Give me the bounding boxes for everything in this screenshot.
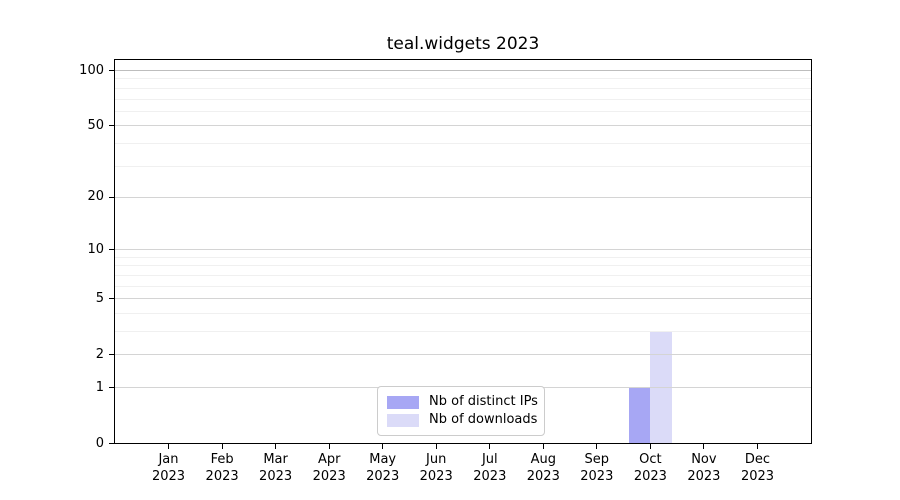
x-tick-year: 2023 [740,469,775,484]
bar-downloads-oct [650,330,672,443]
y-tick-label: 1 [95,379,104,395]
gridline-minor [115,110,811,112]
y-tick-label: 2 [95,346,104,362]
y-tick-label: 20 [87,189,104,205]
legend-item-distinct-ips: Nb of distinct IPs [387,394,538,409]
gridline-minor [115,265,811,267]
x-tick-month: Apr [317,452,341,467]
gridline-minor [115,331,811,332]
x-tick-mark [168,444,169,449]
x-tick-year: 2023 [687,469,721,484]
gridline-minor [115,98,811,100]
x-tick-month: Sep [584,452,610,467]
legend: Nb of distinct IPs Nb of downloads [377,386,545,436]
x-tick-month: Jun [426,452,447,467]
x-tick-label: Apr 2023 [297,451,361,485]
y-tick-label: 100 [79,62,104,78]
x-tick-mark [649,444,651,449]
y-tick-label: 5 [95,290,104,306]
gridline-minor [115,312,811,314]
x-tick-label: Sep 2023 [565,451,629,485]
x-tick-label: Dec 2023 [726,451,790,485]
legend-label-downloads: Nb of downloads [429,412,538,427]
gridline-minor [115,78,811,80]
gridline-minor [115,165,811,167]
x-tick-year: 2023 [633,469,667,484]
x-tick-mark [435,444,437,449]
x-tick-month: Oct [639,452,662,467]
plot-area: Nb of distinct IPs Nb of downloads [114,59,812,444]
gridline-major [115,298,811,300]
x-tick-year: 2023 [151,469,186,484]
x-tick-month: Jul [481,452,498,467]
x-tick-mark [542,444,544,449]
x-tick-month: Jan [158,452,179,467]
x-tick-mark [328,444,330,449]
gridline-minor [115,274,811,276]
x-tick-month: Feb [210,452,234,467]
x-tick-label: Nov 2023 [672,451,736,485]
legend-swatch-downloads [387,413,419,427]
x-tick-year: 2023 [580,469,614,484]
x-tick-year: 2023 [312,469,346,484]
x-tick-mark [221,444,223,449]
gridline-major [115,354,811,356]
x-tick-year: 2023 [526,469,560,484]
y-tick-label: 0 [95,435,104,451]
y-tick-mark [109,387,114,388]
gridline-major [115,125,811,127]
x-tick-year: 2023 [259,469,293,484]
x-tick-mark [703,444,705,449]
x-tick-label: Jun 2023 [404,451,468,485]
bar-distinct-ips-oct [628,386,651,443]
x-tick-year: 2023 [473,469,507,484]
x-tick-label: Feb 2023 [190,451,254,485]
y-tick-mark [109,354,114,356]
x-tick-month: Aug [530,452,556,467]
gridline-major [115,196,811,198]
x-tick-mark [382,444,384,449]
gridline-minor [115,285,811,287]
x-tick-year: 2023 [419,469,453,484]
y-tick-mark [109,196,114,198]
legend-label-distinct-ips: Nb of distinct IPs [429,394,538,409]
x-tick-label: May 2023 [351,451,415,485]
x-tick-label: Jul 2023 [458,451,522,485]
x-tick-month: May [369,452,397,467]
gridline-major [115,70,811,71]
gridline-minor [115,256,811,258]
x-tick-mark [596,444,598,449]
legend-item-downloads: Nb of downloads [387,412,538,427]
y-tick-mark [109,443,114,444]
y-tick-label: 50 [87,117,104,133]
x-tick-year: 2023 [205,469,239,484]
y-tick-mark [109,249,114,251]
gridline-minor [115,87,811,89]
x-tick-label: Mar 2023 [244,451,308,485]
legend-swatch-distinct-ips [387,395,419,409]
gridline-minor [115,142,811,144]
gridline-major [115,249,811,251]
x-tick-year: 2023 [366,469,400,484]
x-tick-month: Dec [744,452,771,467]
x-tick-mark [489,444,491,449]
x-tick-label: Oct 2023 [618,451,682,485]
y-tick-mark [109,298,114,300]
x-tick-label: Aug 2023 [511,451,575,485]
x-tick-month: Mar [263,452,288,467]
y-tick-mark [109,70,114,71]
chart-title: teal.widgets 2023 [386,34,540,54]
x-tick-mark [757,444,758,449]
x-tick-mark [275,444,277,449]
y-tick-label: 10 [87,241,104,257]
y-tick-mark [109,125,114,127]
x-tick-label: Jan 2023 [137,451,201,485]
x-tick-month: Nov [691,452,717,467]
